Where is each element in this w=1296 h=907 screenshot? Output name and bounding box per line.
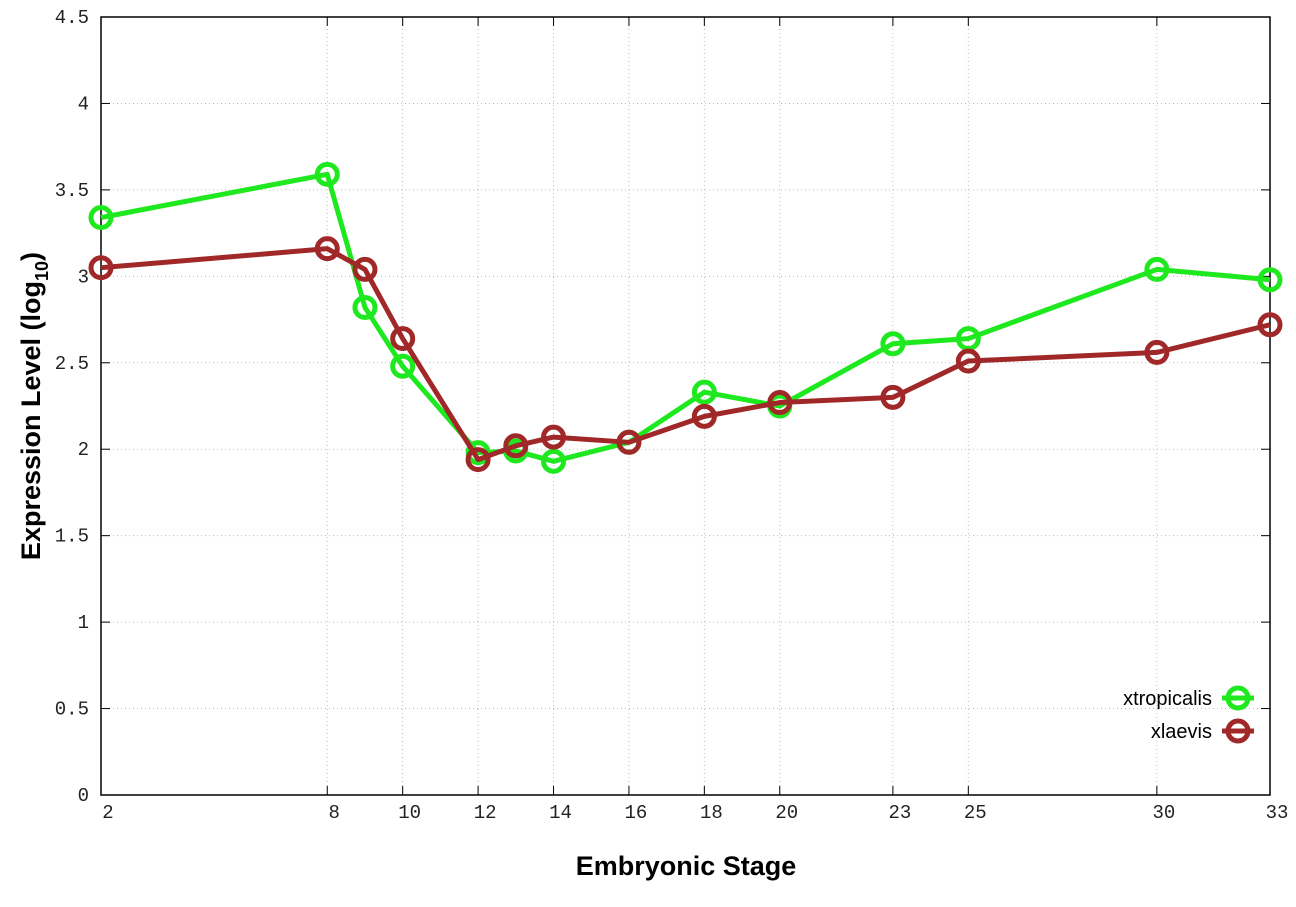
data-point-xtropicalis (691, 379, 717, 405)
plot-frame (100, 16, 1271, 796)
legend-marker-xlaevis (1225, 718, 1251, 744)
data-point-xlaevis (314, 236, 340, 262)
data-point-xlaevis (616, 429, 642, 455)
data-point-xtropicalis (1144, 256, 1170, 282)
y-tick-label: 3 (78, 266, 89, 288)
data-point-xlaevis (465, 447, 491, 473)
data-point-xlaevis (767, 390, 793, 416)
y-tick-label: 0.5 (55, 699, 89, 721)
x-tick-label: 30 (1152, 802, 1175, 824)
data-point-xtropicalis (880, 331, 906, 357)
data-point-xlaevis (352, 256, 378, 282)
data-point-xlaevis (1257, 312, 1283, 338)
data-point-xlaevis (541, 424, 567, 450)
y-tick-label: 2.5 (55, 353, 89, 375)
data-point-xtropicalis (541, 448, 567, 474)
y-tick-label: 4 (78, 93, 89, 115)
y-tick-label: 0 (78, 785, 89, 807)
series-group (88, 161, 1283, 474)
x-tick-label: 33 (1266, 802, 1289, 824)
x-tick-label: 16 (625, 802, 648, 824)
legend-label-xtropicalis: xtropicalis (1123, 688, 1212, 710)
data-point-xtropicalis (314, 161, 340, 187)
legend-marker-xtropicalis (1225, 685, 1251, 711)
x-tick-label: 2 (102, 802, 113, 824)
data-point-xlaevis (503, 433, 529, 459)
ticks: 0 0.5 1 1.5 2 2.5 3 3.5 4 4.5 2 8 10 12 14 16 18 20 23 25 30… (55, 7, 1289, 824)
legend-label-xlaevis: xlaevis (1151, 721, 1212, 743)
data-point-xlaevis (880, 384, 906, 410)
x-tick-label: 14 (549, 802, 572, 824)
y-tick-label: 2 (78, 439, 89, 461)
y-tick-label: 4.5 (55, 7, 89, 29)
series-xlaevis (88, 236, 1283, 473)
x-tick-label: 18 (700, 802, 723, 824)
series-line-xtropicalis (100, 171, 1271, 464)
data-point-xlaevis (955, 348, 981, 374)
x-tick-label: 12 (474, 802, 497, 824)
x-tick-label: 8 (329, 802, 340, 824)
data-point-xlaevis (88, 255, 114, 281)
y-tick-label: 3.5 (55, 180, 89, 202)
y-axis-label: Expression Level (log10) (16, 252, 52, 560)
x-axis-label: Embryonic Stage (576, 851, 797, 881)
x-tick-label: 23 (888, 802, 911, 824)
series-line-xlaevis (100, 246, 1271, 463)
data-point-xtropicalis (88, 205, 114, 231)
data-point-xlaevis (691, 403, 717, 429)
data-point-xtropicalis (390, 353, 416, 379)
data-point-xlaevis (390, 326, 416, 352)
x-tick-label: 10 (398, 802, 421, 824)
x-tick-label: 20 (775, 802, 798, 824)
y-tick-label: 1.5 (55, 526, 89, 548)
data-point-xtropicalis (1257, 267, 1283, 293)
y-tick-label: 1 (78, 612, 89, 634)
data-point-xtropicalis (352, 294, 378, 320)
legend: xtropicalis xlaevis (1123, 685, 1254, 744)
x-tick-label: 25 (964, 802, 987, 824)
y-axis-label-subscript: 10 (32, 261, 52, 281)
data-point-xlaevis (1144, 339, 1170, 365)
